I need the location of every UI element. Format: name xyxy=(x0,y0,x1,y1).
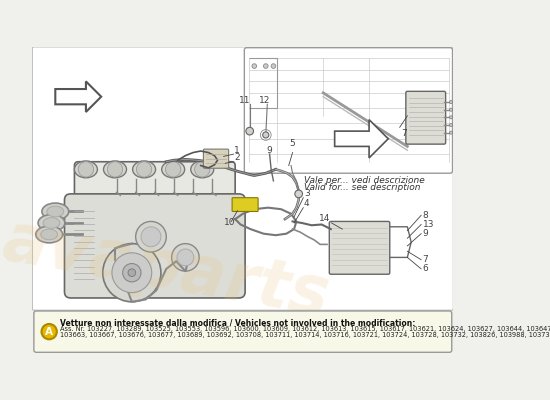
Text: 10: 10 xyxy=(224,218,235,227)
Circle shape xyxy=(252,64,257,68)
Ellipse shape xyxy=(41,229,58,240)
FancyBboxPatch shape xyxy=(232,198,258,212)
Circle shape xyxy=(246,127,254,135)
Circle shape xyxy=(136,162,152,177)
Text: avaparts: avaparts xyxy=(0,208,335,330)
Ellipse shape xyxy=(42,203,69,220)
Circle shape xyxy=(42,324,57,339)
Circle shape xyxy=(78,162,94,177)
Text: 6: 6 xyxy=(422,264,428,273)
Circle shape xyxy=(449,108,453,111)
Text: 9: 9 xyxy=(267,146,272,154)
Polygon shape xyxy=(334,120,388,158)
Circle shape xyxy=(195,162,210,177)
Circle shape xyxy=(177,249,194,266)
FancyBboxPatch shape xyxy=(32,47,453,310)
Text: Ass. Nr. 103227, 103289, 103525, 103553, 103596, 103600, 103609, 103612, 103613,: Ass. Nr. 103227, 103289, 103525, 103553,… xyxy=(60,326,550,332)
Circle shape xyxy=(141,227,161,247)
Circle shape xyxy=(136,222,166,252)
FancyBboxPatch shape xyxy=(406,91,446,144)
Text: Vetture non interessate dalla modifica / Vehicles not involved in the modificati: Vetture non interessate dalla modifica /… xyxy=(60,319,415,328)
Text: Vale per... vedi descrizione: Vale per... vedi descrizione xyxy=(304,176,425,184)
Text: 7: 7 xyxy=(402,129,407,138)
Text: 2: 2 xyxy=(234,153,240,162)
Circle shape xyxy=(449,116,453,119)
Ellipse shape xyxy=(191,161,214,178)
Text: 11: 11 xyxy=(239,96,251,105)
Text: 13: 13 xyxy=(422,220,434,229)
Text: 103663, 103667, 103676, 103677, 103689, 103692, 103708, 103711, 103714, 103716, : 103663, 103667, 103676, 103677, 103689, … xyxy=(60,332,550,338)
FancyBboxPatch shape xyxy=(34,311,452,352)
Circle shape xyxy=(112,253,152,293)
Text: 3: 3 xyxy=(304,189,310,198)
Text: 1: 1 xyxy=(234,146,240,154)
Text: 7: 7 xyxy=(422,255,428,264)
Text: 8: 8 xyxy=(422,211,428,220)
FancyBboxPatch shape xyxy=(204,149,229,168)
Circle shape xyxy=(103,244,161,302)
Ellipse shape xyxy=(74,161,97,178)
Circle shape xyxy=(263,64,268,68)
Circle shape xyxy=(263,132,269,138)
Text: 12: 12 xyxy=(259,96,271,105)
Circle shape xyxy=(449,100,453,104)
Text: 9: 9 xyxy=(422,229,428,238)
Circle shape xyxy=(172,244,199,271)
Ellipse shape xyxy=(36,226,63,243)
FancyBboxPatch shape xyxy=(64,194,245,298)
Circle shape xyxy=(449,124,453,126)
Circle shape xyxy=(166,162,181,177)
FancyBboxPatch shape xyxy=(74,162,235,212)
Ellipse shape xyxy=(162,161,185,178)
Circle shape xyxy=(128,269,136,276)
Text: Valid for... see description: Valid for... see description xyxy=(304,183,421,192)
FancyBboxPatch shape xyxy=(329,222,390,274)
Ellipse shape xyxy=(47,206,64,217)
Text: 14: 14 xyxy=(320,214,331,224)
Text: A: A xyxy=(45,327,53,337)
Circle shape xyxy=(449,131,453,134)
Circle shape xyxy=(123,264,141,282)
Ellipse shape xyxy=(43,218,60,228)
Circle shape xyxy=(295,190,302,198)
Ellipse shape xyxy=(38,214,65,231)
Polygon shape xyxy=(56,81,101,112)
FancyBboxPatch shape xyxy=(244,48,453,173)
Ellipse shape xyxy=(133,161,156,178)
Ellipse shape xyxy=(103,161,127,178)
Text: 4: 4 xyxy=(304,199,310,208)
Circle shape xyxy=(271,64,276,68)
Circle shape xyxy=(107,162,123,177)
Text: 5: 5 xyxy=(290,140,295,148)
